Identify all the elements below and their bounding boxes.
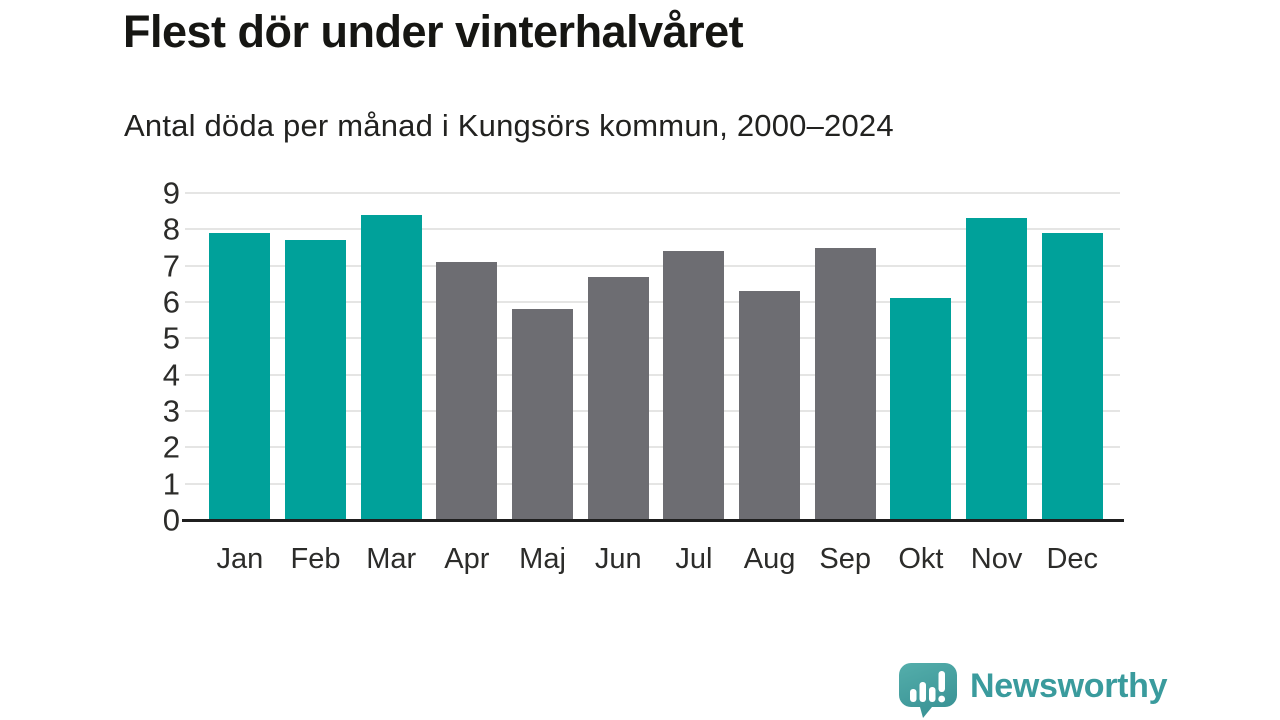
gridline [185,482,1120,485]
gridline [185,301,1120,303]
bar-slot [202,193,278,520]
x-tick-label-jul: Jul [675,543,713,575]
y-tick-label: 5 [162,320,180,356]
bar-feb [285,240,346,520]
chart-subtitle: Antal döda per månad i Kungsörs kommun, … [124,108,894,143]
bar-slot [883,193,959,520]
bar-slot [959,193,1035,520]
y-tick-label: 4 [162,357,180,393]
x-tick-label-feb: Feb [290,543,341,575]
branding-footer: Newsworthy [897,661,1168,718]
x-tick-label-aug: Aug [743,543,796,575]
plot-area [182,192,1124,522]
x-tick-label-nov: Nov [970,543,1023,575]
bar-aug [739,291,801,520]
y-tick-label: 2 [162,429,180,465]
y-tick-label: 3 [162,393,180,429]
y-tick-label: 7 [162,248,180,284]
x-tick-label-maj: Maj [519,543,566,575]
bar-slot [807,193,883,520]
bar-slot [429,193,505,520]
gridline [185,337,1120,340]
bar-mar [360,214,422,520]
bar-jul [663,251,725,520]
gridline [185,373,1120,376]
x-tick-label-jan: Jan [216,543,264,575]
bar-slot [1034,193,1110,520]
bar-chart-speech-bubble-icon [899,663,957,718]
bar-nov [966,218,1028,520]
bar-okt [890,298,952,520]
x-tick-label-jun: Jun [594,543,642,575]
gridline [185,264,1120,267]
brand-name: Newsworthy [970,667,1168,705]
bar-slot [580,193,656,520]
gridline [185,228,1120,231]
y-tick-label: 1 [162,466,180,502]
bar-series [185,193,1120,520]
x-tick-label-okt: Okt [898,543,944,575]
bar-slot [656,193,732,520]
bar-jun [587,276,649,520]
bar-slot [278,193,354,520]
y-tick-label: 8 [162,211,180,247]
x-tick-label-apr: Apr [444,543,490,575]
chart-title: Flest dör under vinterhalvåret [123,6,744,57]
bar-sep [814,247,876,520]
x-tick-label-mar: Mar [366,543,417,575]
x-axis-line [182,519,1124,522]
bar-dec [1041,232,1103,520]
x-tick-label-dec: Dec [1046,543,1099,575]
bar-apr [436,262,498,520]
gridline [185,192,1120,194]
x-tick-label-sep: Sep [819,543,872,575]
x-axis: Jan Feb Mar Apr Maj Jun Jul Aug Sep Okt Nov Dec [185,538,1120,582]
bar-slot [353,193,429,520]
bar-jan [209,232,271,520]
bar-slot [505,193,581,520]
gridline [185,446,1120,449]
y-tick-label: 6 [162,284,180,320]
bar-maj [512,309,574,520]
bar-slot [732,193,808,520]
y-tick-label: 0 [162,502,180,538]
gridline [185,410,1120,412]
y-tick-label: 9 [162,175,180,211]
